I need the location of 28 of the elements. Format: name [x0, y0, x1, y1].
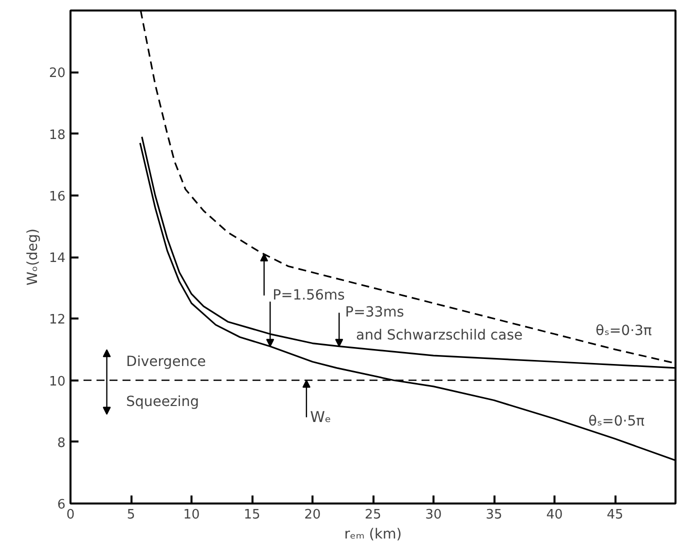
x-tick-label: 35	[486, 508, 502, 522]
y-tick-label: 14	[48, 251, 66, 266]
annotation: P=33ms	[345, 304, 404, 321]
annotation: θₛ=0·3π	[596, 322, 652, 339]
y-axis-title: Wₒ(deg)	[24, 228, 41, 286]
annotation: Divergence	[126, 354, 206, 370]
x-tick-label: 20	[304, 508, 321, 522]
x-tick-label: 5	[126, 508, 136, 522]
annotation: θₛ=0·5π	[588, 414, 646, 430]
y-tick-label: 16	[48, 189, 66, 204]
annotation: and Schwarzschild case	[356, 327, 523, 344]
y-tick-label: 6	[57, 498, 66, 512]
x-tick-label: 0	[66, 508, 75, 522]
y-tick-label: 18	[48, 128, 66, 143]
x-axis-title: rₑₘ (km)	[344, 526, 402, 542]
y-tick-label: 10	[48, 374, 66, 390]
x-tick-label: 40	[546, 508, 563, 522]
x-tick-label: 15	[244, 508, 260, 522]
y-tick-label: 8	[57, 436, 66, 451]
x-tick-label: 25	[364, 508, 382, 522]
annotation: P=1.56ms	[272, 287, 345, 304]
x-tick-label: 45	[606, 508, 624, 522]
ref-line-label: Wₑ	[310, 408, 332, 426]
y-tick-label: 12	[48, 312, 66, 328]
x-tick-label: 30	[425, 508, 442, 522]
annotation: Squeezing	[126, 394, 200, 410]
y-tick-label: 20	[48, 66, 66, 82]
x-tick-label: 10	[183, 508, 200, 522]
